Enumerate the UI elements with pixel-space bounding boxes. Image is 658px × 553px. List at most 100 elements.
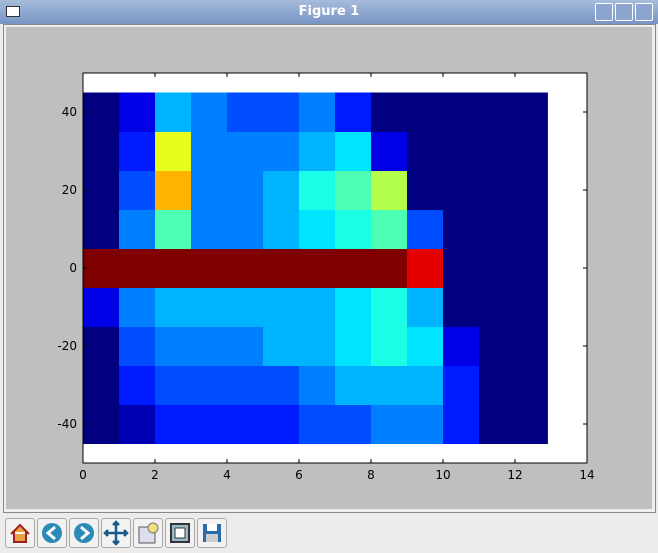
- x-tick-label: 2: [151, 468, 159, 482]
- x-tick-label: 4: [223, 468, 231, 482]
- y-tick-label: -40: [57, 417, 77, 431]
- heatmap-cell: [227, 326, 264, 366]
- heatmap-cell: [263, 404, 300, 444]
- window-menu[interactable]: [6, 6, 20, 17]
- heatmap-cell: [227, 131, 264, 171]
- heatmap-cell: [443, 326, 480, 366]
- heatmap-cell: [155, 248, 192, 288]
- y-tick-label: 20: [62, 183, 77, 197]
- forward-button[interactable]: [69, 518, 99, 548]
- heatmap-cell: [263, 92, 300, 132]
- x-tick-label: 8: [367, 468, 375, 482]
- toolbar: [0, 513, 658, 553]
- y-tick-label: -20: [57, 339, 77, 353]
- heatmap-cell: [371, 365, 408, 405]
- heatmap-cell: [83, 209, 120, 249]
- heatmap-cell: [83, 365, 120, 405]
- heatmap-cell: [299, 404, 336, 444]
- heatmap-cell: [119, 92, 156, 132]
- heatmap-cell: [263, 326, 300, 366]
- heatmap-cell: [191, 248, 228, 288]
- heatmap-cell: [515, 326, 548, 366]
- heatmap-cell: [371, 170, 408, 210]
- back-button[interactable]: [37, 518, 67, 548]
- heatmap-cell: [335, 326, 372, 366]
- heatmap-cell: [407, 404, 444, 444]
- heatmap-cell: [515, 365, 548, 405]
- heatmap-cell: [155, 404, 192, 444]
- heatmap-cell: [227, 365, 264, 405]
- heatmap-cell: [191, 209, 228, 249]
- heatmap-cell: [479, 326, 516, 366]
- heatmap-cell: [191, 404, 228, 444]
- heatmap-cell: [227, 170, 264, 210]
- heatmap-cell: [119, 209, 156, 249]
- heatmap-cell: [335, 131, 372, 171]
- heatmap-cell: [515, 404, 548, 444]
- heatmap-cell: [371, 92, 408, 132]
- heatmap-cell: [407, 209, 444, 249]
- save-button[interactable]: [197, 518, 227, 548]
- y-tick-label: 0: [69, 261, 77, 275]
- heatmap-cell: [479, 209, 516, 249]
- heatmap-cell: [263, 131, 300, 171]
- figure-canvas: 0 2 4 6 8 10 12 14 -40 -20 0 20 40: [3, 24, 656, 513]
- pan-button[interactable]: [101, 518, 131, 548]
- heatmap-cell: [335, 287, 372, 327]
- heatmap-cell: [119, 365, 156, 405]
- heatmap-cell: [371, 326, 408, 366]
- heatmap-cell: [83, 170, 120, 210]
- heatmap-cell: [515, 131, 548, 171]
- heatmap-cell: [443, 170, 480, 210]
- heatmap-cell: [119, 248, 156, 288]
- heatmap-cell: [479, 404, 516, 444]
- heatmap-cell: [155, 365, 192, 405]
- heatmap-cell: [119, 326, 156, 366]
- heatmap-cell: [407, 287, 444, 327]
- heatmap-cell: [443, 248, 480, 288]
- heatmap-cell: [263, 209, 300, 249]
- heatmap-cell: [299, 248, 336, 288]
- heatmap-cell: [335, 404, 372, 444]
- maximize-button[interactable]: [615, 3, 633, 21]
- heatmap-cell: [227, 287, 264, 327]
- subplots-button[interactable]: [165, 518, 195, 548]
- heatmap-cell: [155, 131, 192, 171]
- heatmap-cell: [155, 326, 192, 366]
- heatmap-cell: [299, 287, 336, 327]
- heatmap-cell: [191, 131, 228, 171]
- close-button[interactable]: [635, 3, 653, 21]
- heatmap-cell: [407, 326, 444, 366]
- heatmap-cell: [407, 131, 444, 171]
- heatmap-cell: [371, 209, 408, 249]
- heatmap-cell: [515, 170, 548, 210]
- heatmap-cell: [443, 209, 480, 249]
- heatmap-cell: [371, 131, 408, 171]
- heatmap-cell: [299, 326, 336, 366]
- window-title: Figure 1: [298, 4, 360, 19]
- heatmap-cell: [407, 92, 444, 132]
- heatmap-cell: [443, 404, 480, 444]
- heatmap-cell: [263, 365, 300, 405]
- heatmap-cell: [299, 209, 336, 249]
- home-button[interactable]: [5, 518, 35, 548]
- heatmap-cell: [443, 365, 480, 405]
- zoom-button[interactable]: [133, 518, 163, 548]
- heatmap-cell: [83, 404, 120, 444]
- heatmap-cell: [155, 92, 192, 132]
- heatmap-cell: [83, 131, 120, 171]
- heatmap-cell: [335, 248, 372, 288]
- heatmap-cell: [119, 404, 156, 444]
- heatmap-cell: [299, 92, 336, 132]
- heatmap-cell: [191, 326, 228, 366]
- y-tick-label: 40: [62, 105, 77, 119]
- chart: 0 2 4 6 8 10 12 14 -40 -20 0 20 40: [6, 27, 652, 509]
- heatmap-cell: [191, 287, 228, 327]
- heatmap-cell: [83, 287, 120, 327]
- heatmap-cell: [191, 92, 228, 132]
- minimize-button[interactable]: [595, 3, 613, 21]
- heatmap-cell: [263, 170, 300, 210]
- x-tick-label: 12: [507, 468, 522, 482]
- heatmap-cell: [443, 287, 480, 327]
